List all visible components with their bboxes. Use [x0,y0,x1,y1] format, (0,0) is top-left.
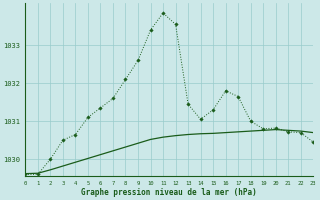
X-axis label: Graphe pression niveau de la mer (hPa): Graphe pression niveau de la mer (hPa) [81,188,257,197]
